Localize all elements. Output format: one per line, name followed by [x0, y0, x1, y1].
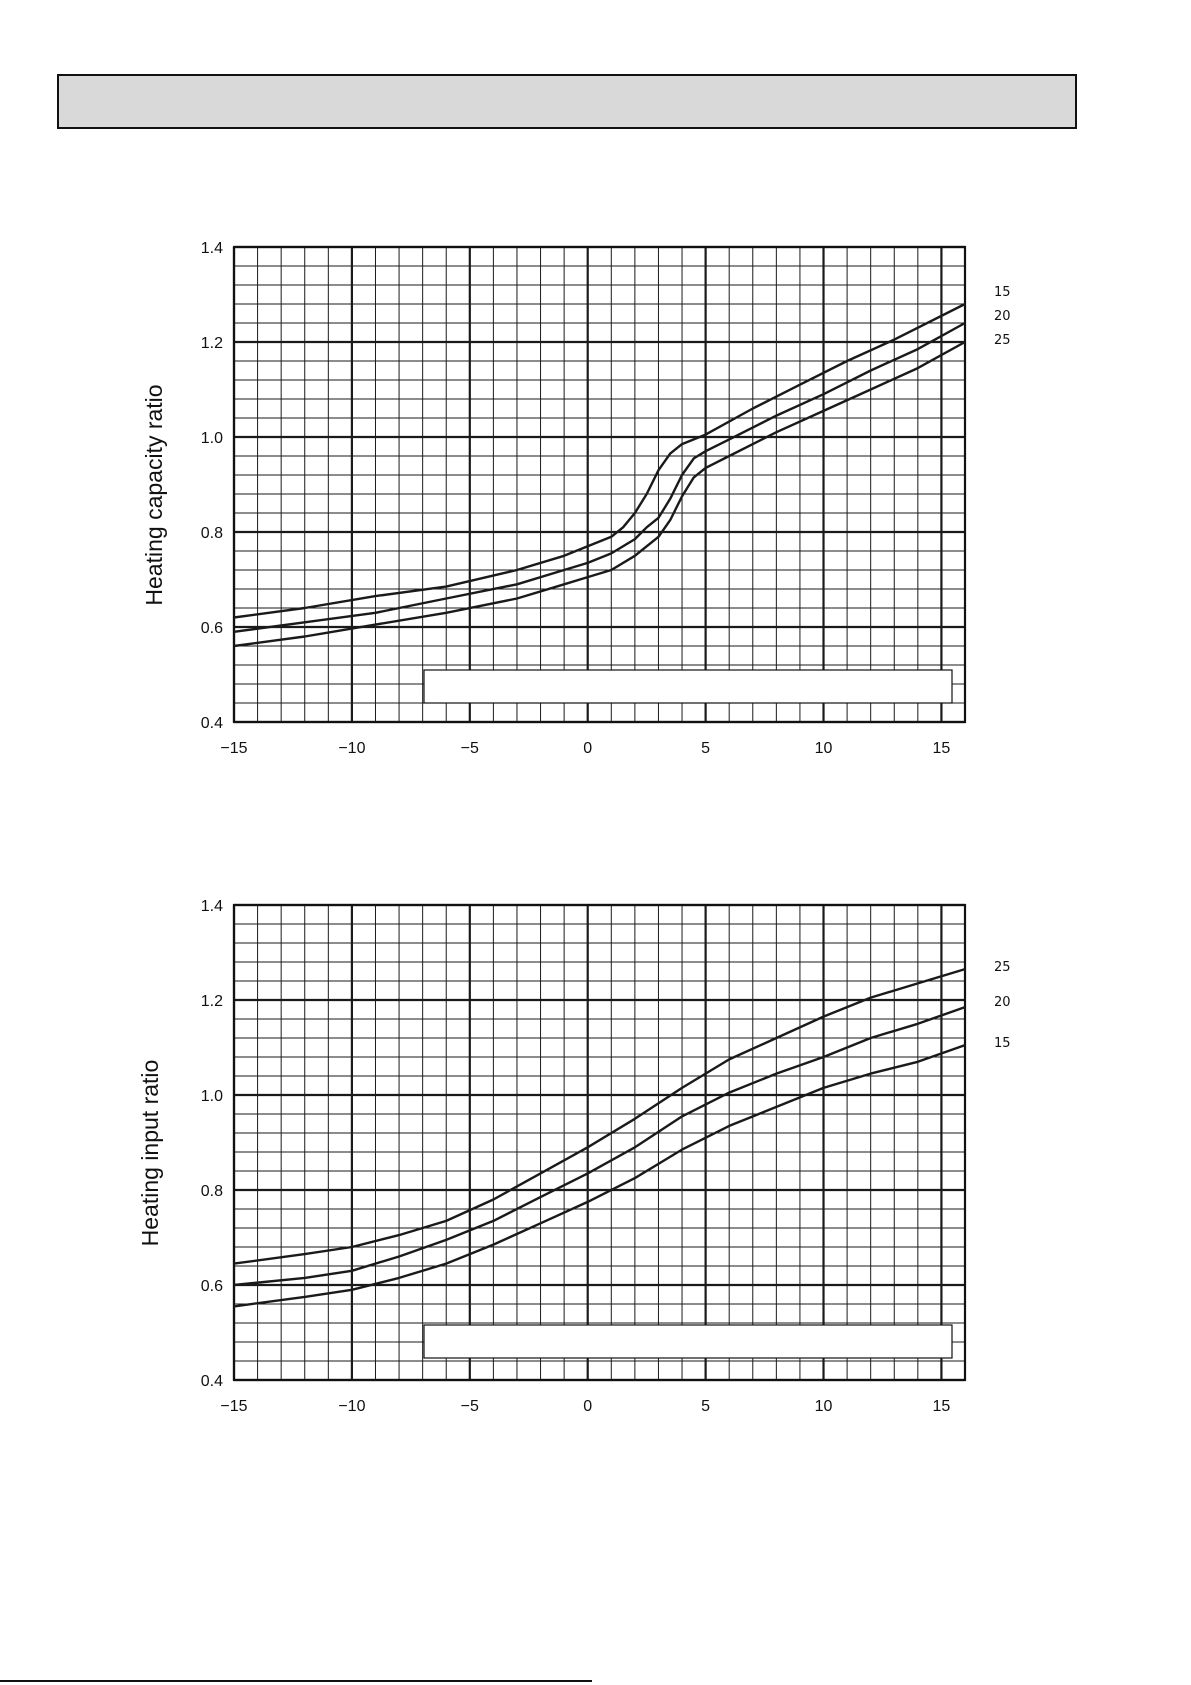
x-tick-label: 5: [701, 1398, 710, 1415]
y-tick-label: 1.0: [201, 430, 223, 447]
x-tick-label: 15: [933, 740, 951, 757]
series-label-25: 25: [994, 333, 1011, 348]
y-tick-label: 0.8: [201, 525, 223, 542]
x-tick-label: −10: [338, 1398, 365, 1415]
y-tick-label: 0.6: [201, 620, 223, 637]
y-tick-label: 1.2: [201, 335, 223, 352]
series-line-15: [233, 1043, 966, 1308]
series-line-20: [233, 1005, 966, 1287]
y-tick-label: 0.8: [201, 1183, 223, 1200]
series-label-15: 15: [994, 285, 1011, 300]
x-tick-label: 10: [815, 740, 833, 757]
footer-rule: [0, 1680, 592, 1682]
heating-capacity-chart: 15 20 25 −15 −10 −5 0 5 10 15 1.4 1.2 1.0 0.8 0.6 0.4 He…: [141, 240, 1011, 757]
series-line-25: [233, 340, 966, 648]
grid: [232, 245, 966, 724]
y-tick-label: 1.4: [201, 240, 223, 257]
x-tick-label: −5: [461, 1398, 479, 1415]
series-label-20: 20: [994, 995, 1011, 1010]
series-line-20: [233, 321, 966, 633]
x-tick-label: −5: [461, 740, 479, 757]
blank-label-box: [423, 1324, 953, 1359]
x-tick-label: −15: [220, 740, 247, 757]
y-tick-label: 1.2: [201, 993, 223, 1010]
section-header-bar: [57, 74, 1077, 129]
x-tick-label: −15: [220, 1398, 247, 1415]
y-axis-label: Heating capacity ratio: [141, 384, 167, 605]
series-label-20: 20: [994, 309, 1011, 324]
series-label-15: 15: [994, 1036, 1011, 1051]
x-tick-label: 0: [583, 1398, 592, 1415]
plot-border: [232, 245, 967, 724]
y-tick-label: 0.6: [201, 1278, 223, 1295]
y-axis-label: Heating input ratio: [137, 1060, 163, 1247]
x-tick-label: 5: [701, 740, 710, 757]
plot-border: [232, 903, 967, 1382]
series-label-25: 25: [994, 960, 1011, 975]
x-tick-label: 15: [933, 1398, 951, 1415]
y-tick-label: 0.4: [201, 715, 223, 732]
series-line-25: [233, 967, 966, 1265]
y-tick-label: 1.0: [201, 1088, 223, 1105]
y-tick-label: 0.4: [201, 1373, 223, 1390]
heating-input-chart: 25 20 15 −15 −10 −5 0 5 10 15 1.4 1.2 1.0 0.8 0.6 0.4 He…: [137, 898, 1011, 1415]
blank-label-box: [423, 669, 953, 704]
series-line-15: [233, 302, 966, 619]
x-tick-label: −10: [338, 740, 365, 757]
x-tick-label: 10: [815, 1398, 833, 1415]
grid: [232, 903, 966, 1382]
y-tick-label: 1.4: [201, 898, 223, 915]
x-tick-label: 0: [583, 740, 592, 757]
